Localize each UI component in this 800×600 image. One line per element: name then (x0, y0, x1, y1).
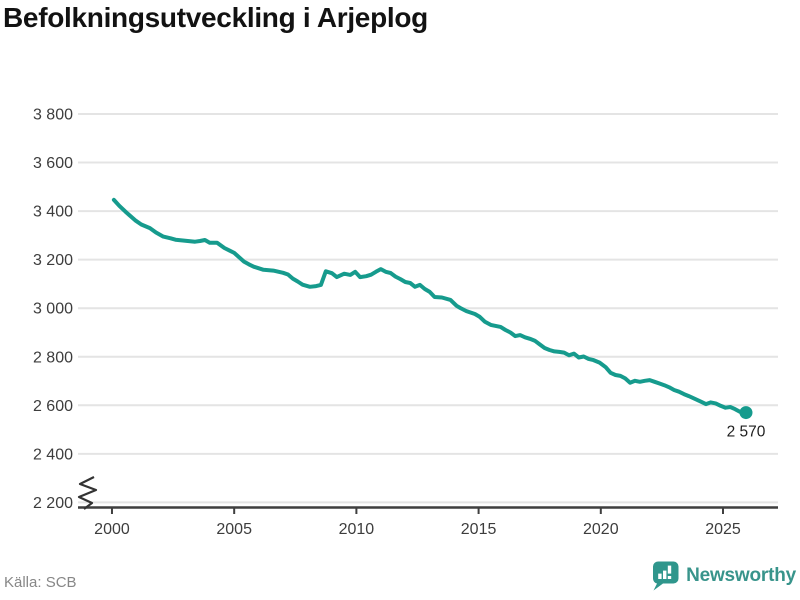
y-tick-label: 2 400 (33, 446, 73, 463)
x-tick-label: 2015 (461, 521, 497, 538)
population-line-chart: 3 800 3 600 3 400 3 200 3 000 2 800 2 600 2 400… (33, 107, 778, 538)
latest-value-label: 2 570 (727, 424, 766, 441)
y-tick-label: 3 200 (33, 252, 73, 269)
population-line (111, 197, 748, 415)
y-tick-label: 2 600 (33, 398, 73, 415)
y-tick-label: 3 800 (33, 107, 73, 124)
y-tick-label: 2 200 (33, 495, 73, 512)
x-tick-label: 2020 (583, 521, 619, 538)
latest-value-dot (739, 406, 753, 420)
x-tick-label: 2000 (94, 521, 130, 538)
y-tick-label: 3 400 (33, 204, 73, 221)
chart-title: Befolkningsutveckling i Arjeplog (3, 2, 428, 33)
newsworthy-logo[interactable]: Newsworthy (652, 561, 796, 591)
newsworthy-bar-chart-speech-bubble-icon (653, 561, 679, 591)
x-tick-label: 2005 (216, 521, 252, 538)
axis-break-icon (77, 476, 98, 510)
source-label: Källa: SCB (4, 574, 77, 591)
brand-name: Newsworthy (686, 565, 796, 586)
x-tick-label: 2025 (705, 521, 741, 538)
y-tick-label: 3 000 (33, 301, 73, 318)
y-tick-label: 3 600 (33, 155, 73, 172)
x-tick-label: 2010 (339, 521, 375, 538)
y-tick-label: 2 800 (33, 349, 73, 366)
